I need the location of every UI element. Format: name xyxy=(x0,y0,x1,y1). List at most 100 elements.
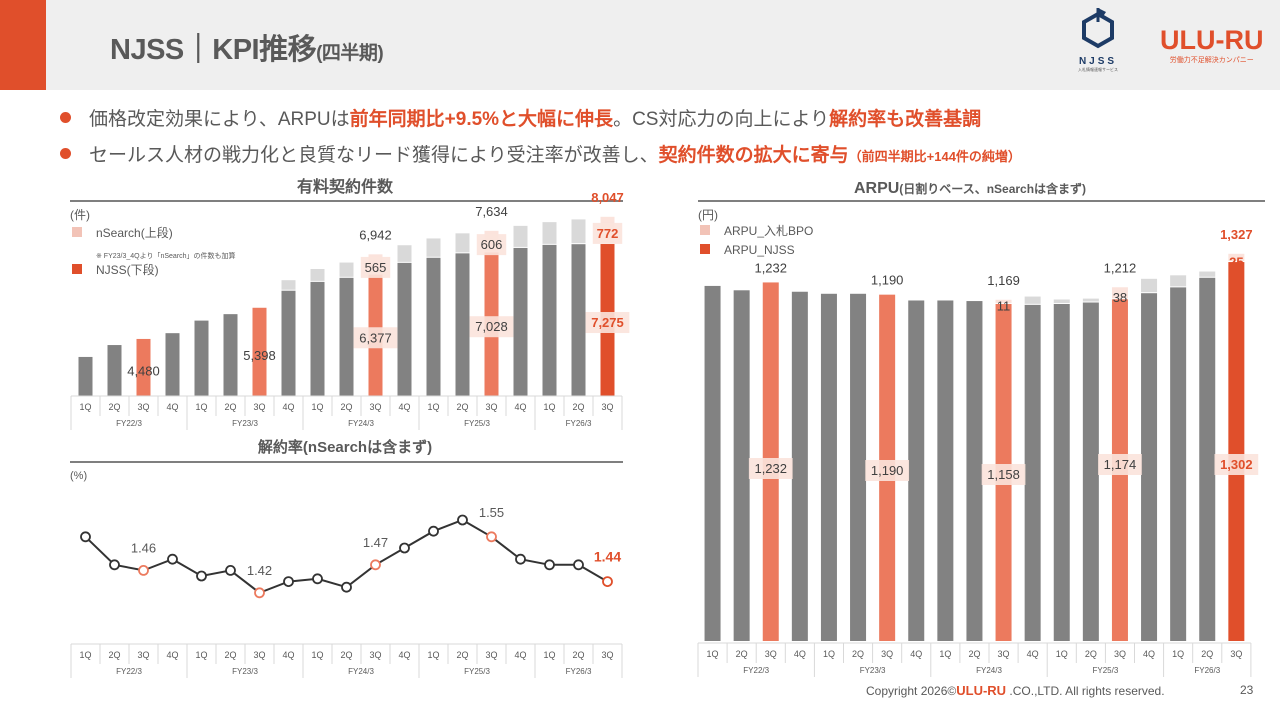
data-point xyxy=(370,559,381,571)
bar-njss xyxy=(542,244,557,396)
x-group-label: FY23/3 xyxy=(860,666,886,675)
x-tick-label: 1Q xyxy=(79,650,91,660)
x-tick-label: 3Q xyxy=(137,402,149,412)
bar-nsearch xyxy=(281,280,296,290)
legend-swatch-njss xyxy=(700,244,710,254)
data-point xyxy=(312,573,323,585)
x-group-label: FY26/3 xyxy=(566,419,592,428)
data-label-total: 1,212 xyxy=(1104,260,1137,275)
x-tick-label: 1Q xyxy=(1056,649,1068,659)
data-point xyxy=(515,553,526,565)
data-point xyxy=(80,531,91,543)
bar-arpu-njss xyxy=(1170,287,1187,641)
bar-arpu-njss xyxy=(966,301,983,641)
arpu-chart: ARPU(日割りベース、nSearchは含まず) (円) ARPU_入札BPO ARP… xyxy=(697,180,1265,677)
data-label-total: 1,190 xyxy=(871,273,904,288)
data-label-njss-bg xyxy=(1098,454,1142,475)
njss-logo-text: NJSS xyxy=(1078,56,1118,67)
x-group-label: FY23/3 xyxy=(232,667,258,676)
x-tick-label: 1Q xyxy=(311,650,323,660)
bar-arpu-bpo xyxy=(1082,298,1099,302)
bar-arpu-bpo xyxy=(1024,296,1041,304)
x-tick-label: 2Q xyxy=(1085,649,1097,659)
bullet-text: 。CS対応力の向上により xyxy=(613,109,830,130)
x-tick-label: 4Q xyxy=(166,650,178,660)
bar-arpu-njss xyxy=(1082,302,1099,641)
bar-arpu-njss xyxy=(1199,277,1216,641)
bar-njss xyxy=(78,356,93,396)
data-label-njss-bg xyxy=(981,464,1026,485)
data-label-total: 8,047 xyxy=(591,190,624,205)
bar-arpu-njss xyxy=(733,290,750,641)
data-label-njss: 1,174 xyxy=(1104,457,1137,472)
data-label-total: 1,327 xyxy=(1220,227,1253,242)
data-label-njss-bg xyxy=(469,316,514,338)
data-label-njss-bg xyxy=(353,327,398,349)
x-tick-label: 3Q xyxy=(1114,649,1126,659)
bar-njss xyxy=(513,247,528,396)
legend-swatch-njss xyxy=(72,264,82,274)
x-group-label: FY26/3 xyxy=(1194,666,1220,675)
x-tick-label: 2Q xyxy=(456,402,468,412)
legend-swatch-nsearch xyxy=(72,227,82,237)
x-tick-label: 3Q xyxy=(601,402,613,412)
x-tick-label: 3Q xyxy=(253,402,265,412)
bar-njss xyxy=(165,333,180,396)
x-tick-label: 3Q xyxy=(765,649,777,659)
bullet-highlight: （前四半期比+144件の純増） xyxy=(848,149,1021,164)
x-group-label: FY24/3 xyxy=(348,667,374,676)
bar-nsearch xyxy=(397,245,412,262)
x-tick-label: 1Q xyxy=(427,402,439,412)
bar-nsearch xyxy=(513,225,528,247)
data-point xyxy=(428,525,439,537)
x-group-label: FY25/3 xyxy=(1093,666,1119,675)
data-point xyxy=(457,514,468,526)
bar-arpu-bpo xyxy=(1053,299,1070,303)
bar-njss xyxy=(281,290,296,396)
x-tick-label: 2Q xyxy=(108,402,120,412)
x-tick-label: 2Q xyxy=(456,650,468,660)
chart-title: ARPU(日割りベース、nSearchは含まず) xyxy=(854,180,1086,197)
bar-arpu-njss xyxy=(850,293,867,641)
copyright: Copyright 2026©ULU-RU .CO.,LTD. All righ… xyxy=(866,683,1165,698)
data-label-nsearch: 772 xyxy=(597,226,619,241)
bar-njss xyxy=(455,253,470,396)
data-label-njss-bg xyxy=(585,312,630,334)
legend-label-njss: ARPU_NJSS xyxy=(724,243,795,257)
bar-arpu-njss xyxy=(704,285,721,641)
x-tick-label: 4Q xyxy=(794,649,806,659)
bullet-highlight: 前年同期比+9.5%と大幅に伸長 xyxy=(349,109,614,130)
data-point xyxy=(196,570,207,582)
x-tick-label: 2Q xyxy=(968,649,980,659)
x-tick-label: 4Q xyxy=(166,402,178,412)
bar-njss xyxy=(339,277,354,396)
njss-hexagon-icon xyxy=(1082,8,1114,49)
y-unit-label: (%) xyxy=(70,470,87,482)
x-tick-label: 4Q xyxy=(282,402,294,412)
x-tick-label: 4Q xyxy=(514,650,526,660)
page-number: 23 xyxy=(1240,683,1254,697)
bar-nsearch xyxy=(339,262,354,277)
bar-njss xyxy=(310,281,325,396)
bar-njss xyxy=(223,314,238,396)
data-label-bpo: 38 xyxy=(1113,290,1127,305)
data-label-njss-bg xyxy=(865,460,910,481)
x-tick-label: 3Q xyxy=(881,649,893,659)
bar-njss xyxy=(571,244,586,396)
x-tick-label: 1Q xyxy=(195,402,207,412)
bar-njss xyxy=(426,257,441,396)
x-tick-label: 1Q xyxy=(707,649,719,659)
x-tick-label: 3Q xyxy=(369,402,381,412)
x-tick-label: 1Q xyxy=(1172,649,1184,659)
x-group-label: FY22/3 xyxy=(116,419,142,428)
bar-arpu-bpo xyxy=(1228,253,1245,262)
x-tick-label: 3Q xyxy=(369,650,381,660)
data-point xyxy=(486,531,497,543)
y-unit-label: (件) xyxy=(70,208,90,222)
x-tick-label: 2Q xyxy=(340,402,352,412)
x-tick-label: 1Q xyxy=(543,402,555,412)
copyright-prefix: Copyright 2026© xyxy=(866,684,957,698)
data-label-nsearch: 565 xyxy=(365,260,387,275)
x-tick-label: 3Q xyxy=(1230,649,1242,659)
bar-arpu-njss xyxy=(791,291,808,641)
